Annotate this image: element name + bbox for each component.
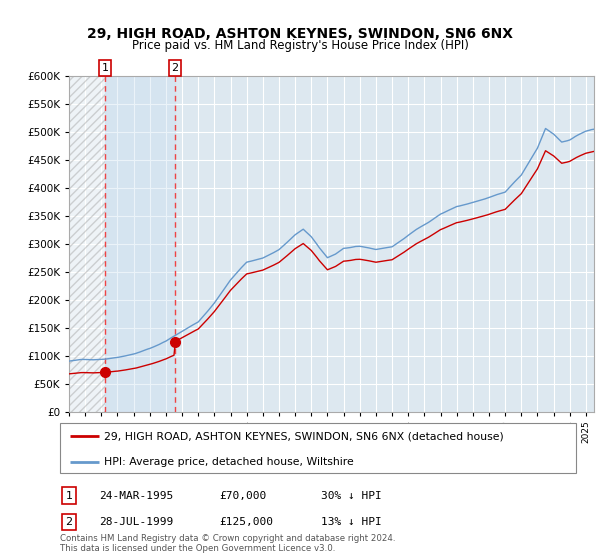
Text: Contains HM Land Registry data © Crown copyright and database right 2024.
This d: Contains HM Land Registry data © Crown c… bbox=[60, 534, 395, 553]
Text: 1: 1 bbox=[65, 491, 73, 501]
Text: HPI: Average price, detached house, Wiltshire: HPI: Average price, detached house, Wilt… bbox=[104, 457, 353, 467]
Text: 2: 2 bbox=[172, 63, 179, 73]
Bar bbox=[105, 76, 175, 412]
Text: 2: 2 bbox=[65, 517, 73, 527]
Text: 29, HIGH ROAD, ASHTON KEYNES, SWINDON, SN6 6NX (detached house): 29, HIGH ROAD, ASHTON KEYNES, SWINDON, S… bbox=[104, 431, 503, 441]
Text: £70,000: £70,000 bbox=[219, 491, 266, 501]
Text: £125,000: £125,000 bbox=[219, 517, 273, 527]
Text: 1: 1 bbox=[101, 63, 109, 73]
Text: 29, HIGH ROAD, ASHTON KEYNES, SWINDON, SN6 6NX: 29, HIGH ROAD, ASHTON KEYNES, SWINDON, S… bbox=[87, 27, 513, 41]
Text: 28-JUL-1999: 28-JUL-1999 bbox=[99, 517, 173, 527]
Bar bbox=[69, 76, 105, 412]
Text: 24-MAR-1995: 24-MAR-1995 bbox=[99, 491, 173, 501]
Text: 30% ↓ HPI: 30% ↓ HPI bbox=[321, 491, 382, 501]
Text: Price paid vs. HM Land Registry's House Price Index (HPI): Price paid vs. HM Land Registry's House … bbox=[131, 39, 469, 53]
Text: 13% ↓ HPI: 13% ↓ HPI bbox=[321, 517, 382, 527]
FancyBboxPatch shape bbox=[60, 423, 576, 473]
